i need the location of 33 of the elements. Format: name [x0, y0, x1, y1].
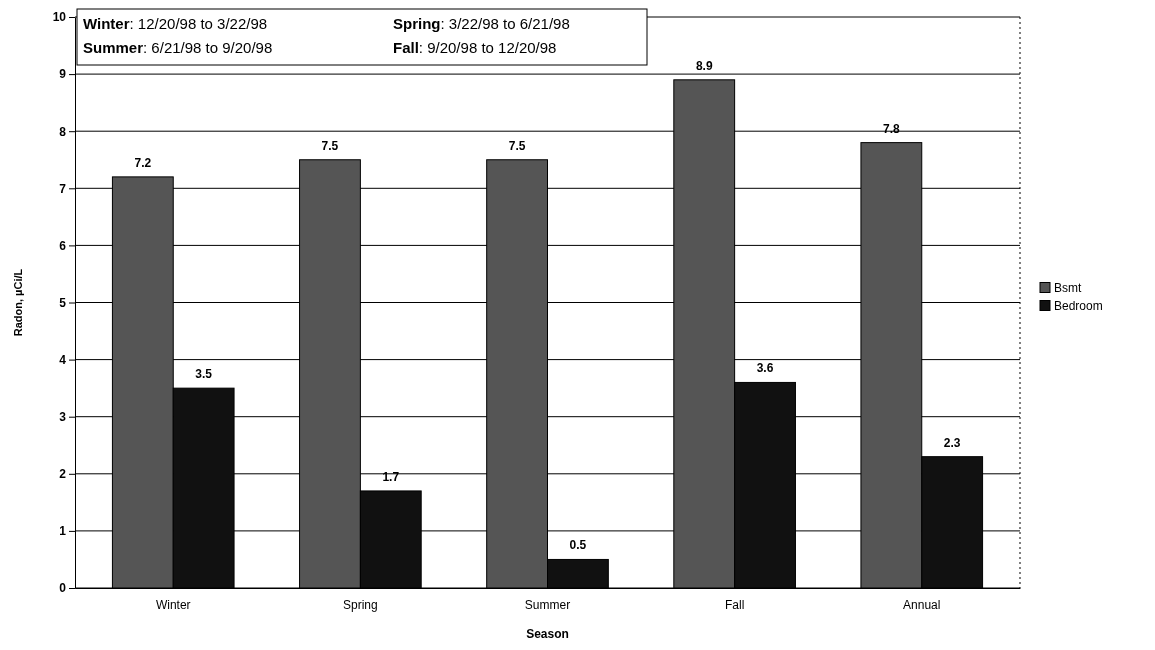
- x-tick-label: Winter: [155, 597, 191, 612]
- legend-label: Bsmt: [1054, 280, 1082, 295]
- y-axis-title: Radon, µCi/L: [12, 268, 24, 337]
- x-axis-title: Season: [526, 627, 569, 641]
- annotation: Spring: 3/22/98 to 6/21/98: [393, 15, 570, 32]
- x-tick-label: Annual: [903, 597, 941, 612]
- data-label: 3.5: [195, 367, 213, 382]
- x-tick-label: Summer: [524, 597, 571, 612]
- data-label: 7.2: [134, 155, 152, 170]
- data-label: 2.3: [943, 435, 961, 450]
- data-label: 3.6: [756, 361, 774, 376]
- y-tick-label: 5: [59, 295, 67, 310]
- legend-label: Bedroom: [1054, 298, 1103, 313]
- y-tick-label: 7: [59, 181, 67, 196]
- data-label: 0.5: [569, 538, 587, 553]
- y-tick-label: 0: [59, 581, 67, 596]
- y-tick-label: 8: [59, 124, 67, 139]
- x-tick-label: Fall: [724, 597, 745, 612]
- annotation: Winter: 12/20/98 to 3/22/98: [83, 15, 268, 32]
- x-tick-label: Spring: [343, 597, 378, 612]
- y-tick-label: 2: [59, 467, 67, 482]
- annotation: Fall: 9/20/98 to 12/20/98: [393, 39, 557, 56]
- annotation: Summer: 6/21/98 to 9/20/98: [83, 39, 273, 56]
- y-tick-label: 1: [59, 524, 67, 539]
- y-tick-label: 6: [59, 238, 67, 253]
- data-label: 7.5: [321, 138, 339, 153]
- y-tick-label: 10: [52, 10, 67, 25]
- data-label: 8.9: [695, 58, 713, 73]
- data-label: 1.7: [382, 469, 400, 484]
- y-tick-label: 3: [59, 410, 67, 425]
- y-tick-label: 4: [59, 352, 67, 367]
- data-label: 7.5: [508, 138, 526, 153]
- y-tick-label: 9: [59, 67, 67, 82]
